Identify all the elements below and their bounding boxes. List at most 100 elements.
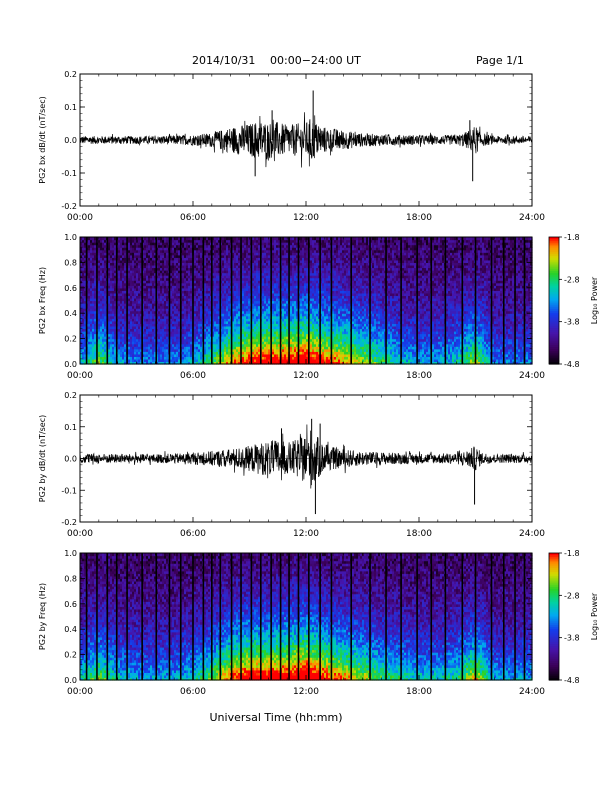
spectrogram-cell [104,318,107,322]
spectrogram-cell [98,333,101,337]
spectrogram-cell [84,320,87,324]
spectrogram-cell [82,252,85,256]
spectrogram-cell [80,285,83,289]
spectrogram-cell [90,252,93,256]
spectrogram-cell [84,323,87,327]
spectrogram-cell [80,287,83,291]
spectrogram-cell [80,313,83,317]
spectrogram-cell [100,313,103,317]
spectrogram-cell [104,297,107,302]
spectrogram-cell [104,267,107,271]
spectrogram-cell [82,295,85,299]
spectrogram-cell [94,351,97,355]
spectrogram-cell [98,323,101,327]
spectrogram-cell [80,320,83,324]
spectrogram-cell [88,336,91,340]
spectrogram-cell [88,242,91,246]
spectrogram-cell [104,280,107,284]
spectrogram-cell [104,361,107,365]
spectrogram-cell [88,295,91,299]
spectrogram-cell [88,318,91,322]
spectrogram-cell [92,259,95,263]
header-range: 00:00−24:00 UT [270,54,361,67]
spectrogram-cell [94,315,97,319]
spectrogram-cell [90,237,93,241]
spectrogram-cell [88,249,91,253]
spectrogram-cell [82,338,85,342]
spectrogram-cell [90,343,93,347]
spectrogram-cell [104,249,107,253]
spectrogram-cell [92,330,95,335]
spectrogram-cell [84,257,87,261]
spectrogram-cell [102,310,105,314]
spectrogram-cell [90,247,93,251]
spectrogram-cell [94,338,97,342]
spectrogram-cell [100,351,103,355]
spectrogram-cell [104,338,107,342]
spectrogram-cell [84,275,87,279]
spectrogram-cell [88,280,91,284]
spectrogram-cell [92,333,95,337]
spectrogram-cell [94,341,97,345]
spectrogram-cell [102,259,105,263]
spectrogram-cell [88,244,91,248]
spectrogram-cell [90,267,93,271]
spectrogram-cell [90,249,93,253]
spectrogram-cell [84,252,87,256]
spectrogram-cell [98,239,101,243]
spectrogram-cell [92,356,95,360]
spectrogram-cell [98,259,101,263]
spectrogram-cell [80,318,83,322]
spectrogram-cell [98,353,101,357]
spectrogram-cell [82,285,85,289]
spectrogram-cell [92,290,95,294]
spectrogram-cell [88,358,91,363]
spectrogram-cell [88,305,91,309]
spectrogram-cell [92,247,95,251]
spectrogram-cell [108,330,111,335]
spectrogram-cell [104,303,107,307]
spectrogram-cell [102,300,105,304]
spectrogram-cell [92,336,95,340]
spectrogram-cell [88,270,91,274]
spectrogram-cell [100,264,103,269]
spectrogram-cell [98,328,101,332]
spectrogram-cell [90,259,93,263]
spectrogram-cell [102,348,105,352]
spectrogram-cell [84,292,87,297]
header-date: 2014/10/31 [192,54,255,67]
spectrogram-cell [98,346,101,350]
spectrogram-cell [104,325,107,330]
spectrogram-cell [82,320,85,324]
spectrogram-cell [94,353,97,357]
spectrogram-cell [104,328,107,332]
spectrogram-cell [80,292,83,297]
spectrogram-cell [88,351,91,355]
spectrogram-cell [104,285,107,289]
spectrogram-cell [88,330,91,335]
spectrogram-cell [100,318,103,322]
spectrogram-cell [88,259,91,263]
spectrogram-cell [94,244,97,248]
spectrogram-cell [94,292,97,297]
spectrogram-cell [88,282,91,286]
spectrogram-cell [102,257,105,261]
spectrogram-cell [82,297,85,302]
spectrogram-cell [98,267,101,271]
spectrogram-cell [94,257,97,261]
spectrogram-cell [108,325,111,330]
spectrogram-cell [84,358,87,363]
spectrogram-cell [92,313,95,317]
spectrogram-cell [80,295,83,299]
spectrogram-cell [82,272,85,276]
spectrogram-cell [90,353,93,357]
spectrogram-cell [104,346,107,350]
spectrogram-cell [80,323,83,327]
x-tick-label: 06:00 [180,213,206,223]
spectrogram-cell [94,325,97,330]
spectrogram-cell [90,300,93,304]
spectrogram-cell [104,277,107,281]
spectrogram-cell [98,277,101,281]
spectrogram-cell [102,315,105,319]
